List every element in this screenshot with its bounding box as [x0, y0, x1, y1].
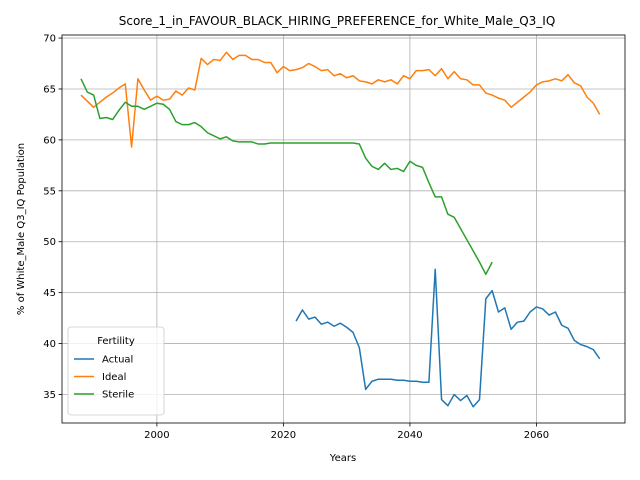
x-axis: 2000 2020 2040 2060 — [144, 423, 549, 441]
plot-frame — [61, 34, 626, 424]
y-tick-label: 40 — [43, 339, 56, 350]
legend-title: Fertility — [97, 336, 135, 347]
series-layer — [80, 51, 601, 408]
legend-label-actual: Actual — [102, 355, 133, 366]
series-line-sterile — [80, 78, 493, 276]
y-axis-label: % of White_Male Q3_IQ Population — [16, 143, 27, 315]
x-tick-label: 2000 — [144, 430, 169, 441]
legend-label-ideal: Ideal — [102, 372, 126, 383]
x-tick-label: 2020 — [271, 430, 296, 441]
y-tick-label: 70 — [43, 34, 56, 45]
y-tick-label: 65 — [43, 84, 56, 95]
series-line-ideal — [80, 51, 601, 148]
x-axis-label: Years — [329, 453, 356, 464]
y-tick-label: 60 — [43, 135, 56, 146]
legend-label-sterile: Sterile — [102, 390, 134, 401]
y-tick-label: 35 — [43, 390, 56, 401]
y-tick-label: 55 — [43, 186, 56, 197]
x-tick-label: 2040 — [397, 430, 422, 441]
legend-box — [67, 326, 165, 416]
legend: Fertility Actual Ideal Sterile — [67, 326, 165, 416]
grid — [62, 35, 625, 423]
y-tick-label: 50 — [43, 237, 56, 248]
x-tick-label: 2060 — [524, 430, 549, 441]
series-line-actual — [295, 268, 601, 408]
chart-title: Score_1_in_FAVOUR_BLACK_HIRING_PREFERENC… — [119, 14, 556, 28]
y-tick-label: 45 — [43, 288, 56, 299]
y-axis: 35 40 45 50 55 60 65 70 — [43, 34, 62, 401]
